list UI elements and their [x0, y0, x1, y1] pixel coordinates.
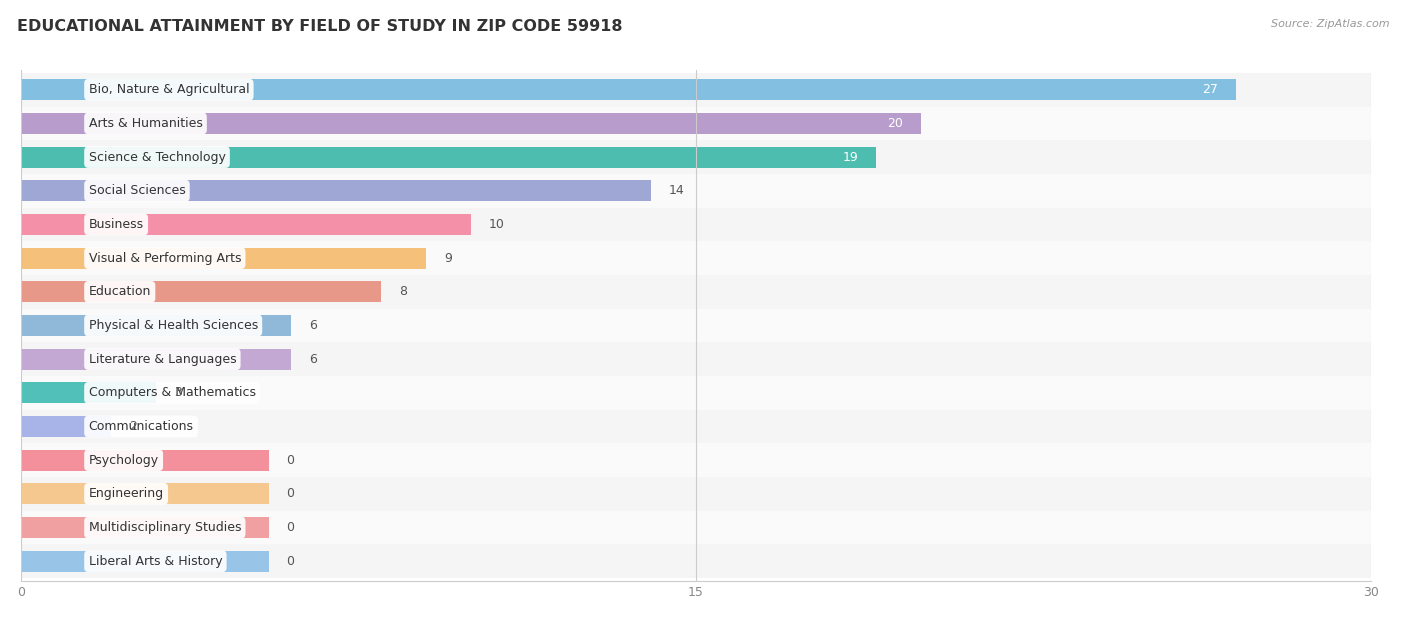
Circle shape [46, 552, 72, 571]
Text: 3: 3 [174, 386, 181, 399]
Circle shape [46, 215, 72, 234]
Bar [21, 444, 1371, 477]
Text: 8: 8 [399, 285, 406, 298]
Text: Literature & Languages: Literature & Languages [89, 353, 236, 366]
Text: Multidisciplinary Studies: Multidisciplinary Studies [89, 521, 240, 534]
Text: Science & Technology: Science & Technology [89, 150, 225, 164]
Bar [21, 107, 1371, 140]
Bar [21, 241, 1371, 275]
Text: 20: 20 [887, 117, 903, 130]
Text: 9: 9 [444, 252, 451, 265]
Bar [21, 73, 1371, 107]
Text: Social Sciences: Social Sciences [89, 185, 186, 197]
Bar [21, 483, 269, 504]
Bar [21, 214, 471, 235]
Bar [21, 113, 921, 134]
Bar [21, 140, 1371, 174]
Text: 0: 0 [287, 555, 294, 568]
Circle shape [46, 451, 72, 470]
Bar [21, 343, 1371, 376]
Bar [21, 207, 1371, 241]
Text: Engineering: Engineering [89, 487, 163, 501]
Text: 0: 0 [287, 454, 294, 466]
Bar [21, 174, 1371, 207]
Bar [21, 248, 426, 269]
Bar [21, 477, 1371, 511]
Text: Source: ZipAtlas.com: Source: ZipAtlas.com [1271, 19, 1389, 29]
Text: Computers & Mathematics: Computers & Mathematics [89, 386, 256, 399]
Circle shape [46, 283, 72, 301]
Text: 6: 6 [309, 353, 316, 366]
Text: 0: 0 [287, 487, 294, 501]
Circle shape [46, 114, 72, 133]
Text: Bio, Nature & Agricultural: Bio, Nature & Agricultural [89, 83, 249, 96]
Bar [21, 544, 1371, 578]
Bar [21, 349, 291, 370]
Text: 6: 6 [309, 319, 316, 332]
Text: 2: 2 [129, 420, 136, 433]
Bar [21, 308, 1371, 343]
Text: Psychology: Psychology [89, 454, 159, 466]
Circle shape [46, 384, 72, 403]
Bar [21, 517, 269, 538]
Text: 0: 0 [287, 521, 294, 534]
Bar [21, 416, 111, 437]
Bar [21, 275, 1371, 308]
Bar [21, 180, 651, 201]
Text: Visual & Performing Arts: Visual & Performing Arts [89, 252, 240, 265]
Bar [21, 551, 269, 572]
Bar [21, 376, 1371, 410]
Circle shape [46, 349, 72, 368]
Text: Physical & Health Sciences: Physical & Health Sciences [89, 319, 257, 332]
Bar [21, 147, 876, 167]
Text: 19: 19 [842, 150, 858, 164]
Text: Arts & Humanities: Arts & Humanities [89, 117, 202, 130]
Circle shape [46, 181, 72, 200]
Circle shape [46, 485, 72, 503]
Bar [21, 511, 1371, 544]
Circle shape [46, 518, 72, 537]
Circle shape [46, 80, 72, 99]
Text: 10: 10 [489, 218, 505, 231]
Bar [21, 281, 381, 302]
Text: 27: 27 [1202, 83, 1218, 96]
Bar [21, 315, 291, 336]
Text: 14: 14 [669, 185, 685, 197]
Text: Communications: Communications [89, 420, 194, 433]
Text: Education: Education [89, 285, 150, 298]
Bar [21, 79, 1236, 100]
Bar [21, 450, 269, 471]
Circle shape [46, 148, 72, 166]
Bar [21, 410, 1371, 444]
Text: EDUCATIONAL ATTAINMENT BY FIELD OF STUDY IN ZIP CODE 59918: EDUCATIONAL ATTAINMENT BY FIELD OF STUDY… [17, 19, 623, 34]
Text: Business: Business [89, 218, 143, 231]
Bar [21, 382, 156, 403]
Text: Liberal Arts & History: Liberal Arts & History [89, 555, 222, 568]
Circle shape [46, 249, 72, 267]
Circle shape [46, 417, 72, 436]
Circle shape [46, 316, 72, 335]
